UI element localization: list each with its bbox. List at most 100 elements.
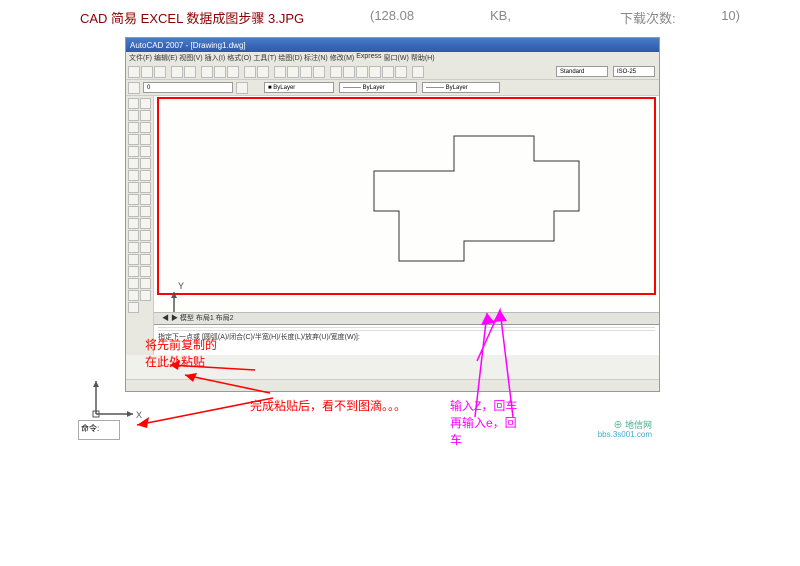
window-titlebar[interactable]: AutoCAD 2007 - [Drawing1.dwg] — [126, 38, 659, 52]
menu-dim[interactable]: 标注(N) — [304, 53, 328, 63]
layer-toolbar: 0 ■ ByLayer ——— ByLayer ——— ByLayer — [126, 80, 659, 96]
zoom-prev-icon[interactable] — [313, 66, 325, 78]
undo-icon[interactable] — [244, 66, 256, 78]
linetype-combo[interactable]: ——— ByLayer — [339, 82, 417, 93]
filesize-val: (128.08 — [370, 8, 490, 27]
redo-icon[interactable] — [257, 66, 269, 78]
mirror-icon[interactable] — [140, 218, 151, 229]
hatch-icon[interactable] — [128, 182, 139, 193]
copy-icon[interactable] — [214, 66, 226, 78]
annotation-paste-here: 将先前复制的 在此处粘贴 — [145, 337, 217, 371]
cmd-line2: 指定下一点或 [圆弧(A)/闭合(C)/半宽(H)/长度(L)/放弃(U)/宽度… — [158, 330, 655, 343]
xline-icon[interactable] — [140, 98, 151, 109]
region-icon[interactable] — [128, 194, 139, 205]
fillet-icon[interactable] — [140, 290, 151, 301]
trim-icon[interactable] — [128, 266, 139, 277]
menu-bar[interactable]: 文件(F) 编辑(E) 视图(V) 插入(I) 格式(O) 工具(T) 绘图(D… — [126, 52, 659, 64]
workspace: X Y ◀ ▶ 模型 布局1 布局2 指定下一点或 [圆弧(A)/闭合(C)/半… — [126, 96, 659, 355]
point-icon[interactable] — [140, 170, 151, 181]
properties-icon[interactable] — [330, 66, 342, 78]
status-bar — [126, 379, 659, 391]
line-icon[interactable] — [128, 98, 139, 109]
menu-view[interactable]: 视图(V) — [179, 53, 202, 63]
title-text: AutoCAD 2007 - [Drawing1.dwg] — [130, 41, 246, 50]
scale-icon[interactable] — [128, 254, 139, 265]
table-icon[interactable] — [140, 194, 151, 205]
preview-icon[interactable] — [184, 66, 196, 78]
drawing-canvas[interactable]: X Y ◀ ▶ 模型 布局1 布局2 指定下一点或 [圆弧(A)/闭合(C)/半… — [154, 96, 659, 355]
layerprev-icon[interactable] — [236, 82, 248, 94]
join-icon[interactable] — [140, 278, 151, 289]
menu-file[interactable]: 文件(F) — [129, 53, 152, 63]
rotate-icon[interactable] — [140, 242, 151, 253]
layout-tabs[interactable]: ◀ ▶ 模型 布局1 布局2 — [154, 312, 659, 324]
ellipse-icon[interactable] — [140, 146, 151, 157]
save-icon[interactable] — [154, 66, 166, 78]
rect-icon[interactable] — [128, 122, 139, 133]
lineweight-combo[interactable]: ——— ByLayer — [422, 82, 500, 93]
pline-icon[interactable] — [128, 110, 139, 121]
draw-toolbar — [126, 96, 154, 355]
cut-icon[interactable] — [201, 66, 213, 78]
erase-icon[interactable] — [140, 206, 151, 217]
menu-express[interactable]: Express — [356, 53, 381, 63]
layer-icon[interactable] — [128, 82, 140, 94]
zoom-icon[interactable] — [287, 66, 299, 78]
move-icon[interactable] — [128, 242, 139, 253]
break-icon[interactable] — [128, 278, 139, 289]
layer-combo[interactable]: 0 — [143, 82, 233, 93]
pan-icon[interactable] — [274, 66, 286, 78]
markup-icon[interactable] — [382, 66, 394, 78]
menu-edit[interactable]: 编辑(E) — [154, 53, 177, 63]
insert-icon[interactable] — [140, 158, 151, 169]
paste-icon[interactable] — [227, 66, 239, 78]
print-icon[interactable] — [171, 66, 183, 78]
menu-format[interactable]: 格式(O) — [227, 53, 251, 63]
help-icon[interactable] — [412, 66, 424, 78]
designcenter-icon[interactable] — [343, 66, 355, 78]
open-icon[interactable] — [141, 66, 153, 78]
extend-icon[interactable] — [140, 266, 151, 277]
zoom-window-icon[interactable] — [300, 66, 312, 78]
menu-help[interactable]: 帮助(H) — [411, 53, 435, 63]
menu-modify[interactable]: 修改(M) — [330, 53, 355, 63]
watermark-url: bbs.3s001.com — [598, 430, 652, 439]
dimstyle-combo[interactable]: Standard — [556, 66, 608, 77]
spline-icon[interactable] — [128, 146, 139, 157]
filename: CAD 简易 EXCEL 数据成图步骤 3.JPG — [80, 8, 370, 27]
iso-combo[interactable]: ISO-25 — [613, 66, 655, 77]
command-line[interactable]: 指定下一点或 [圆弧(A)/闭合(C)/半宽(H)/长度(L)/放弃(U)/宽度… — [154, 324, 659, 355]
svg-text:X: X — [136, 410, 142, 420]
mtext-icon[interactable] — [128, 206, 139, 217]
menu-window[interactable]: 窗口(W) — [384, 53, 409, 63]
revcloud-icon[interactable] — [140, 134, 151, 145]
arc-icon[interactable] — [140, 122, 151, 133]
chamfer-icon[interactable] — [128, 290, 139, 301]
gradient-icon[interactable] — [140, 182, 151, 193]
circle-icon[interactable] — [128, 134, 139, 145]
new-icon[interactable] — [128, 66, 140, 78]
sheetset-icon[interactable] — [369, 66, 381, 78]
block-icon[interactable] — [128, 170, 139, 181]
download-label: 下载次数: — [620, 8, 720, 27]
array-icon[interactable] — [140, 230, 151, 241]
offset-icon[interactable] — [128, 230, 139, 241]
toolpalette-icon[interactable] — [356, 66, 368, 78]
filesize-unit: KB, — [490, 8, 620, 27]
stretch-icon[interactable] — [140, 254, 151, 265]
color-combo[interactable]: ■ ByLayer — [264, 82, 334, 93]
drawn-polyline — [154, 96, 659, 296]
file-info-header: CAD 简易 EXCEL 数据成图步骤 3.JPG (128.08 KB, 下载… — [0, 0, 800, 31]
outer-cmd-label: 命令: — [81, 424, 99, 433]
polygon-icon[interactable] — [140, 110, 151, 121]
annotation-after-paste: 完成粘贴后，看不到图滴。。。 — [250, 398, 406, 415]
standard-toolbar: Standard ISO-25 — [126, 64, 659, 80]
menu-tools[interactable]: 工具(T) — [253, 53, 276, 63]
menu-insert[interactable]: 插入(I) — [205, 53, 226, 63]
menu-draw[interactable]: 绘图(D) — [278, 53, 302, 63]
ellipsearc-icon[interactable] — [128, 158, 139, 169]
explode-icon[interactable] — [128, 302, 139, 313]
download-count: 10) — [720, 8, 780, 27]
calc-icon[interactable] — [395, 66, 407, 78]
copy2-icon[interactable] — [128, 218, 139, 229]
